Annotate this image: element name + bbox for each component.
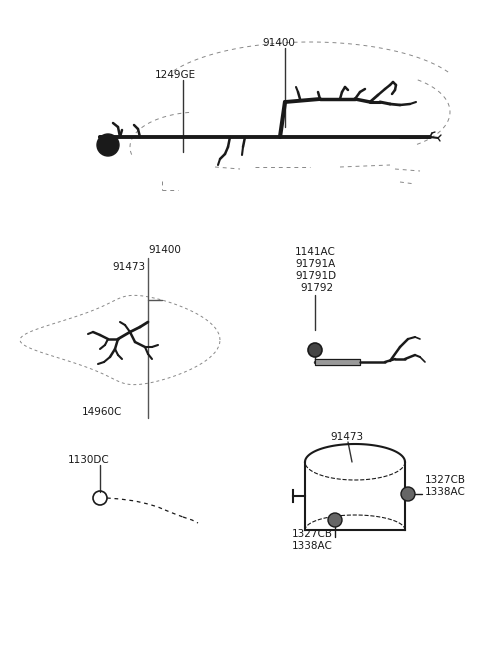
Text: 1327CB: 1327CB bbox=[425, 475, 466, 485]
Circle shape bbox=[97, 134, 119, 156]
Circle shape bbox=[328, 513, 342, 527]
Text: 14960C: 14960C bbox=[82, 407, 122, 417]
Text: 91400: 91400 bbox=[262, 38, 295, 48]
Text: 91473: 91473 bbox=[330, 432, 363, 442]
Circle shape bbox=[308, 343, 322, 357]
Text: 1327CB: 1327CB bbox=[292, 529, 333, 539]
Text: 1338AC: 1338AC bbox=[425, 487, 466, 497]
Text: 91791D: 91791D bbox=[295, 271, 336, 281]
Text: 1141AC: 1141AC bbox=[295, 247, 336, 257]
Polygon shape bbox=[315, 359, 360, 365]
Text: 91473: 91473 bbox=[112, 262, 145, 272]
Text: 1338AC: 1338AC bbox=[292, 541, 333, 551]
Text: 91791A: 91791A bbox=[295, 259, 335, 269]
Circle shape bbox=[401, 487, 415, 501]
Text: 1130DC: 1130DC bbox=[68, 455, 110, 465]
Text: 91792: 91792 bbox=[300, 283, 333, 293]
Text: 1249GE: 1249GE bbox=[155, 70, 196, 80]
Text: 91400: 91400 bbox=[148, 245, 181, 255]
